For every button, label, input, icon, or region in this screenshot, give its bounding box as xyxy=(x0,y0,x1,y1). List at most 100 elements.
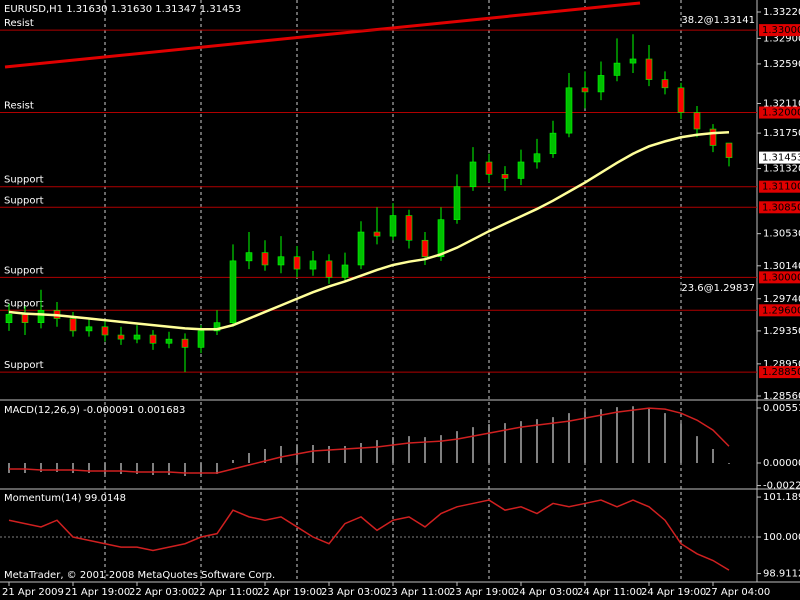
candle-body xyxy=(693,112,701,130)
x-tick-label: 22 Apr 19:00 xyxy=(257,587,322,598)
y-tick-label: 1.29350 xyxy=(763,326,800,337)
candle-body xyxy=(613,62,621,76)
candle-body xyxy=(469,161,477,187)
fib-label: 38.2@1.33141 xyxy=(681,15,755,26)
candle-body xyxy=(293,256,301,270)
level-name: Support xyxy=(4,360,44,371)
candle-body xyxy=(197,330,205,348)
candle-body xyxy=(645,58,653,80)
level-name: Resist xyxy=(4,18,34,29)
level-name: Support xyxy=(4,298,44,309)
candle-body xyxy=(149,334,157,344)
y-tick-label: 0.005519 xyxy=(763,403,800,414)
level-name: Support xyxy=(4,175,44,186)
y-tick-label: 100.0000 xyxy=(763,532,800,543)
level-label: 1.30000 xyxy=(762,272,800,283)
level-box xyxy=(759,271,800,284)
candle-body xyxy=(597,75,605,93)
candle-body xyxy=(277,256,285,266)
level-box xyxy=(759,201,800,214)
candle-body xyxy=(629,58,637,64)
candle-body xyxy=(453,186,461,220)
candle-body xyxy=(517,161,525,179)
copyright: MetaTrader, © 2001-2008 MetaQuotes Softw… xyxy=(4,570,275,581)
y-tick-label: 101.1893 xyxy=(763,492,800,503)
candle-body xyxy=(85,326,93,332)
candle-body xyxy=(325,260,333,278)
candle-body xyxy=(213,322,221,332)
price-box xyxy=(759,151,800,164)
candle-body xyxy=(389,215,397,237)
candle-body xyxy=(533,153,541,163)
level-label: 1.31100 xyxy=(762,182,800,193)
x-tick-label: 22 Apr 11:00 xyxy=(193,587,258,598)
x-tick-label: 23 Apr 03:00 xyxy=(321,587,386,598)
candle-body xyxy=(661,79,669,89)
trend-line xyxy=(4,1,641,69)
momentum-title: Momentum(14) 99.0148 xyxy=(4,493,126,504)
y-tick-label: 1.28560 xyxy=(763,391,800,402)
candle-body xyxy=(5,314,13,323)
level-box xyxy=(759,366,800,379)
candle-body xyxy=(709,128,717,146)
candle-body xyxy=(37,310,45,323)
candle-body xyxy=(581,87,589,93)
y-tick-label: 1.31750 xyxy=(763,128,800,139)
candle-body xyxy=(341,264,349,278)
candle-body xyxy=(261,252,269,266)
candle-body xyxy=(21,314,29,323)
candle-body xyxy=(165,338,173,344)
level-label: 1.32000 xyxy=(762,108,800,119)
y-tick-label: 1.28950 xyxy=(763,359,800,370)
x-tick-label: 27 Apr 04:00 xyxy=(705,587,770,598)
fib-label: 23.6@1.29837 xyxy=(681,283,755,294)
x-tick-label: 23 Apr 19:00 xyxy=(449,587,514,598)
x-tick-label: 21 Apr 19:00 xyxy=(65,587,130,598)
x-tick-label: 21 Apr 2009 xyxy=(2,587,64,598)
candle-body xyxy=(309,260,317,270)
candle-body xyxy=(437,219,445,258)
y-tick-label: 1.30140 xyxy=(763,261,800,272)
level-name: Support xyxy=(4,195,44,206)
y-tick-label: 0.000000 xyxy=(763,458,800,469)
level-box xyxy=(759,106,800,119)
level-name: Resist xyxy=(4,101,34,112)
candle-body xyxy=(677,87,685,113)
candle-body xyxy=(117,334,125,340)
x-tick-label: 23 Apr 11:00 xyxy=(385,587,450,598)
level-box xyxy=(759,180,800,193)
y-tick-label: 1.32110 xyxy=(763,98,800,109)
candle-body xyxy=(421,239,429,258)
y-tick-label: 1.30530 xyxy=(763,229,800,240)
x-tick-label: 24 Apr 11:00 xyxy=(577,587,642,598)
candle-body xyxy=(373,231,381,237)
level-name: Support xyxy=(4,265,44,276)
level-box xyxy=(759,24,800,37)
momentum-line xyxy=(8,499,730,571)
level-label: 1.28850 xyxy=(762,367,800,378)
candle-body xyxy=(357,231,365,266)
level-box xyxy=(759,304,800,317)
macd-signal xyxy=(9,407,730,474)
chart-header: EURUSD,H1 1.31630 1.31630 1.31347 1.3145… xyxy=(4,4,241,15)
y-tick-label: 1.32900 xyxy=(763,33,800,44)
y-tick-label: 1.33220 xyxy=(763,7,800,18)
y-tick-label: 1.32590 xyxy=(763,59,800,70)
macd-title: MACD(12,26,9) -0.000091 0.001683 xyxy=(4,405,185,416)
candle-body xyxy=(501,174,509,179)
moving-average xyxy=(8,131,730,331)
candle-body xyxy=(101,326,109,336)
candle-body xyxy=(405,215,413,241)
candle-body xyxy=(725,142,733,158)
candle-body xyxy=(69,318,77,332)
y-tick-label: 1.29740 xyxy=(763,294,800,305)
y-tick-label: -0.002264 xyxy=(763,481,800,492)
level-label: 1.30850 xyxy=(762,202,800,213)
x-tick-label: 24 Apr 03:00 xyxy=(513,587,578,598)
candle-body xyxy=(485,161,493,175)
candle-body xyxy=(565,87,573,134)
candle-body xyxy=(549,132,557,155)
candle-body xyxy=(181,338,189,348)
candle-body xyxy=(229,260,237,323)
